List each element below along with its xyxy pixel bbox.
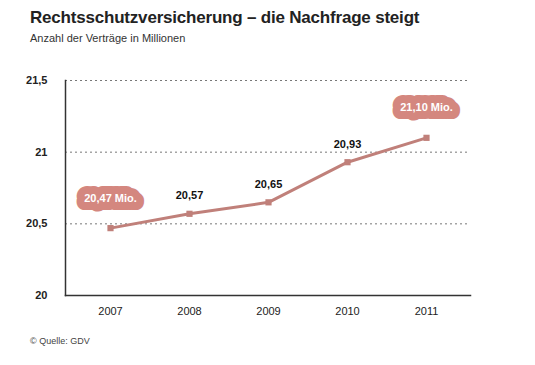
svg-text:20,93: 20,93 <box>334 138 362 150</box>
svg-text:2009: 2009 <box>256 305 280 317</box>
svg-text:21: 21 <box>35 146 47 158</box>
svg-text:20,57: 20,57 <box>176 189 204 201</box>
svg-text:2010: 2010 <box>335 305 359 317</box>
html-text:Rechtsschutzversicherung – die: Rechtsschutzversicherung – die Nachfrage… <box>30 8 420 27</box>
svg-text:20: 20 <box>35 289 47 301</box>
svg-text:2011: 2011 <box>415 305 439 317</box>
svg-text:20,65: 20,65 <box>255 178 283 190</box>
html-text:© Quelle: GDV: © Quelle: GDV <box>30 336 90 346</box>
html-text:Anzahl der Verträge in Million: Anzahl der Verträge in Millionen <box>30 32 186 44</box>
svg-text:20,47 Mio.: 20,47 Mio. <box>84 192 137 204</box>
svg-text:21,10 Mio.: 21,10 Mio. <box>400 101 453 113</box>
svg-text:21,5: 21,5 <box>26 74 47 86</box>
svg-text:20,5: 20,5 <box>26 217 47 229</box>
svg-text:2008: 2008 <box>177 305 201 317</box>
svg-text:2007: 2007 <box>98 305 122 317</box>
